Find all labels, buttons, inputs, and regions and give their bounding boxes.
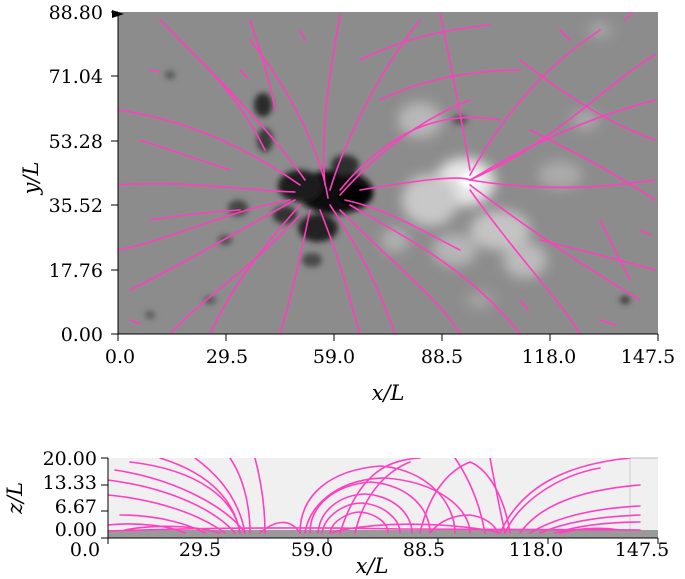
side-view-panel: 20.00 13.33 6.67 0.00 0.0 29.5 59.0 88.5… [3, 448, 669, 578]
top-y-ticks [111, 11, 118, 335]
side-x-tick-label: 88.5 [403, 539, 445, 561]
top-x-tick-labels: 0.0 29.5 59.0 88.5 118.0 147.5 [105, 346, 675, 368]
top-x-tick-label: 88.5 [421, 346, 463, 368]
top-y-tick-label: 17.76 [49, 260, 103, 282]
top-y-tick-labels: 88.80 71.04 53.28 35.52 17.76 0.00 [49, 2, 103, 346]
top-y-tick-label: 0.00 [61, 324, 103, 346]
side-z-tick-label: 0.00 [55, 519, 97, 541]
top-y-tick-label: 35.52 [49, 195, 103, 217]
top-y-tick-label: 53.28 [49, 131, 103, 153]
top-y-tick-label: 71.04 [49, 66, 103, 88]
side-x-axis-label: x/L [356, 554, 389, 578]
photosphere-strip [108, 530, 658, 538]
side-x-tick-label: 147.5 [615, 539, 669, 561]
side-x-tick-label: 29.5 [179, 539, 221, 561]
top-x-axis-label: x/L [372, 381, 405, 405]
side-x-tick-label: 59.0 [291, 539, 333, 561]
field-lines-side [108, 458, 641, 534]
side-x-tick-labels: 0.0 29.5 59.0 88.5 118.0 147.5 [70, 539, 669, 561]
top-x-ticks [117, 334, 659, 341]
side-z-tick-label: 13.33 [43, 472, 97, 494]
side-z-axis-label: z/L [3, 482, 27, 515]
side-z-ticks [101, 457, 108, 539]
side-x-ticks [107, 538, 659, 544]
magnetogram-panel: 88.80 71.04 53.28 35.52 17.76 0.00 0.0 2… [19, 2, 675, 405]
side-x-tick-label: 0.0 [70, 539, 100, 561]
top-x-tick-label: 0.0 [105, 346, 135, 368]
top-x-tick-label: 118.0 [522, 346, 576, 368]
top-x-tick-label: 59.0 [313, 346, 355, 368]
top-x-tick-label: 29.5 [206, 346, 248, 368]
top-x-tick-label: 147.5 [621, 346, 675, 368]
top-y-tick-label: 88.80 [49, 2, 103, 24]
side-z-tick-label: 6.67 [55, 496, 97, 518]
top-y-axis-label: y/L [19, 162, 43, 196]
side-z-tick-labels: 20.00 13.33 6.67 0.00 [43, 448, 97, 541]
field-lines-top [118, 12, 656, 334]
side-z-tick-label: 20.00 [43, 448, 97, 470]
side-x-tick-label: 118.0 [509, 539, 563, 561]
